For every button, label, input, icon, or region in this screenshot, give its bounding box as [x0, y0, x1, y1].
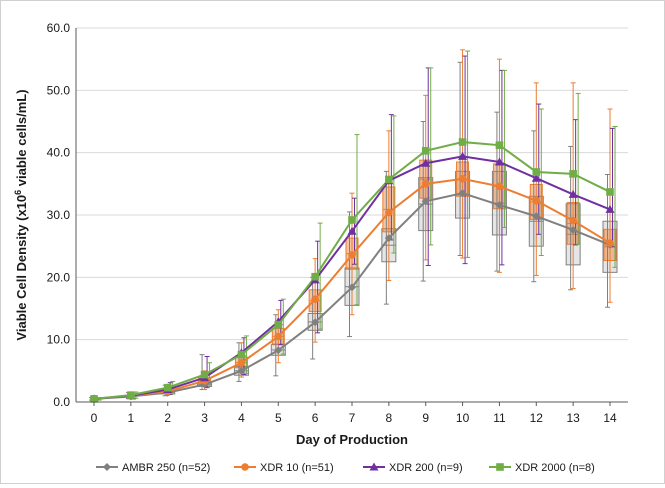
series-marker-3-0	[90, 395, 98, 403]
x-tick-label: 10	[456, 411, 470, 425]
legend-marker-0	[103, 463, 111, 471]
series-marker-3-6	[311, 272, 319, 281]
series-marker-1-12	[532, 196, 541, 205]
series-marker-2-11	[494, 157, 504, 166]
series-marker-1-6	[311, 295, 319, 303]
series-marker-0-11	[495, 201, 504, 210]
legend-marker-3	[496, 463, 504, 471]
series-marker-2-7	[347, 226, 357, 235]
legend-label-2: XDR 200 (n=9)	[389, 462, 463, 474]
x-tick-label: 8	[386, 411, 393, 425]
legend-label-0: AMBR 250 (n=52)	[122, 462, 210, 474]
series-marker-1-13	[569, 216, 577, 225]
series-marker-2-10	[458, 151, 468, 160]
y-tick-label: 20.0	[47, 270, 71, 284]
y-tick-label: 10.0	[47, 333, 71, 347]
series-marker-1-9	[421, 180, 430, 188]
y-axis-title-prefix: Viable Cell Density (x10	[14, 195, 29, 341]
series-marker-3-9	[421, 146, 430, 155]
series-marker-1-4	[237, 358, 246, 367]
x-tick-label: 1	[128, 411, 135, 425]
series-marker-3-2	[163, 383, 172, 392]
x-tick-label: 0	[91, 411, 98, 425]
y-tick-label: 50.0	[47, 83, 71, 97]
series-marker-0-4	[237, 366, 246, 375]
series-marker-1-14	[606, 239, 614, 247]
series-marker-3-12	[532, 168, 541, 176]
series-marker-2-14	[605, 204, 615, 213]
y-axis-title: Viable Cell Density (x106 viable cells/m…	[13, 89, 29, 340]
legend-label-1: XDR 10 (n=51)	[260, 462, 334, 474]
series-marker-0-6	[311, 318, 320, 327]
x-tick-label: 12	[530, 411, 544, 425]
series-marker-3-14	[606, 188, 614, 196]
series-marker-0-12	[532, 212, 541, 221]
legend-marker-1	[241, 463, 249, 471]
x-tick-label: 5	[275, 411, 282, 425]
x-tick-label: 4	[238, 411, 245, 425]
x-tick-label: 3	[201, 411, 208, 425]
series-marker-3-7	[348, 216, 356, 224]
series-marker-1-11	[495, 182, 504, 191]
x-tick-label: 6	[312, 411, 319, 425]
series-marker-3-4	[237, 350, 246, 359]
series-marker-1-5	[274, 332, 283, 341]
series-marker-3-8	[385, 175, 393, 184]
y-tick-label: 40.0	[47, 146, 71, 160]
y-tick-label: 30.0	[47, 208, 71, 222]
series-marker-0-13	[569, 225, 578, 234]
series-marker-3-10	[458, 138, 467, 146]
series-marker-0-8	[384, 234, 393, 243]
series-marker-3-13	[569, 170, 577, 178]
series-marker-1-7	[348, 251, 356, 259]
y-axis-title-suffix: viable cells/mL)	[14, 89, 29, 189]
series-marker-3-1	[127, 391, 135, 399]
error-bars	[89, 49, 618, 401]
x-axis-title: Day of Production	[296, 432, 408, 447]
series-marker-0-7	[348, 283, 356, 292]
x-tick-label: 2	[164, 411, 171, 425]
series-marker-2-12	[531, 173, 541, 182]
legend-label-3: XDR 2000 (n=8)	[515, 462, 595, 474]
series-marker-3-5	[274, 320, 283, 329]
x-tick-label: 9	[422, 411, 429, 425]
series-marker-2-9	[421, 158, 431, 167]
legend: AMBR 250 (n=52) XDR 10 (n=51) XDR 200 (n=9…	[96, 462, 595, 474]
series-marker-0-5	[274, 346, 283, 355]
series-marker-0-10	[458, 189, 467, 198]
x-tick-label: 14	[603, 411, 617, 425]
series-marker-1-8	[385, 208, 393, 217]
series-marker-2-13	[568, 189, 578, 198]
series-marker-1-10	[458, 175, 467, 183]
x-tick-label: 11	[493, 411, 506, 425]
legend-marker-2	[369, 462, 379, 471]
series-marker-0-9	[421, 197, 430, 206]
y-axis-title-superscript: 6	[13, 190, 23, 195]
tick-labels: 0.010.020.030.040.050.060.00 1 2 3 4 5 6 7 8 9 10 1…	[47, 21, 617, 425]
series-marker-3-3	[200, 370, 209, 379]
series-markers	[89, 138, 615, 403]
x-tick-label: 7	[349, 411, 356, 425]
series-marker-3-11	[495, 141, 504, 149]
y-tick-label: 60.0	[47, 21, 71, 35]
y-tick-label: 0.0	[53, 395, 70, 409]
x-tick-label: 13	[566, 411, 580, 425]
